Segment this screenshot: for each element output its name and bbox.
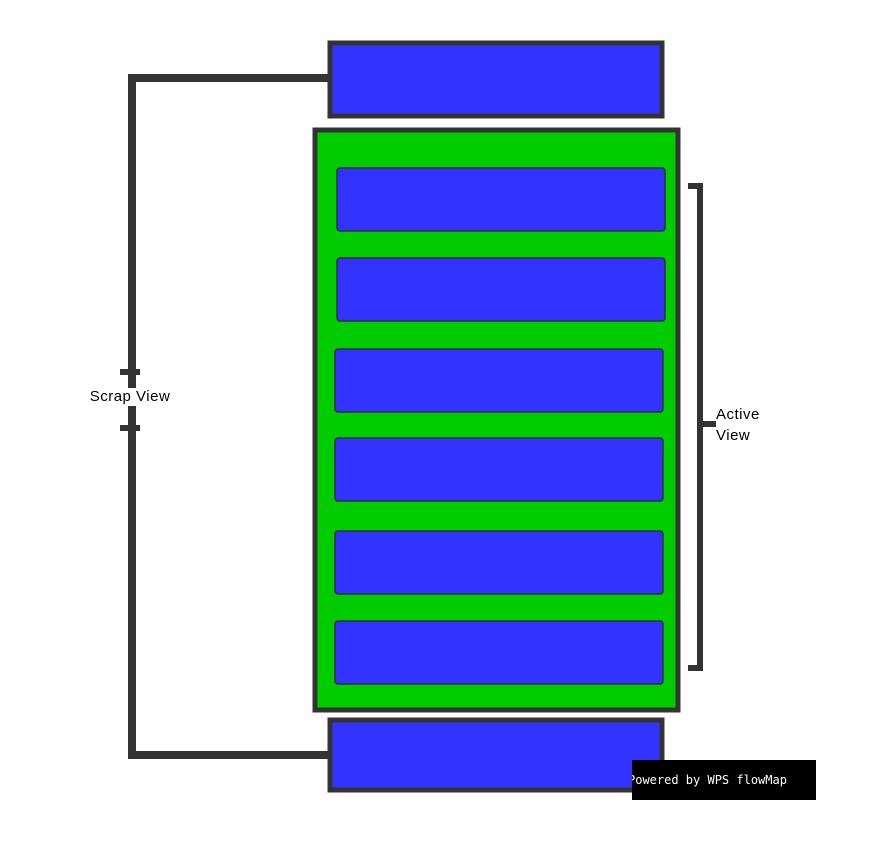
scrap-view-label: Scrap View xyxy=(74,388,186,406)
active-item-5 xyxy=(334,530,664,595)
active-view-label-line2: View xyxy=(716,427,751,444)
active-item-1 xyxy=(336,167,666,232)
active-items-group xyxy=(334,167,666,685)
watermark: Powered by WPS flowMap xyxy=(632,760,816,800)
scrap-view-item-top xyxy=(327,40,665,119)
active-item-3 xyxy=(334,348,664,413)
active-item-4 xyxy=(334,437,664,502)
scrap-connector-ticks xyxy=(120,369,140,431)
active-item-6 xyxy=(334,620,664,685)
active-view-label: Active View xyxy=(716,404,780,446)
scrap-connector-top xyxy=(128,74,330,400)
active-view-label-line1: Active xyxy=(716,406,760,423)
active-view-bracket xyxy=(688,183,703,671)
scrap-connector-bottom xyxy=(128,400,330,759)
scrap-view-connector xyxy=(128,74,330,759)
active-item-2 xyxy=(336,257,666,322)
scrap-view-item-bottom xyxy=(327,717,665,793)
